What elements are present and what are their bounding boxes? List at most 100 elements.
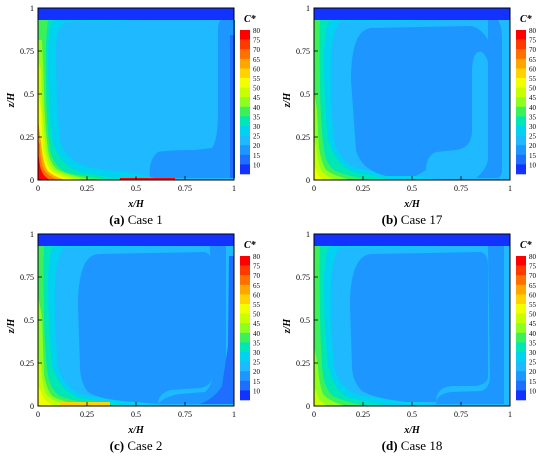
colorbar-swatch <box>240 135 250 146</box>
x-tick-label: 0.25 <box>80 410 94 419</box>
colorbar-swatch <box>240 390 250 401</box>
panel-d: 0 0.25 0.5 0.75 1 0 0.25 0.5 0.75 1 z/H x/H 80 75… <box>282 230 537 453</box>
x-tick-label: 0.25 <box>356 184 370 193</box>
colorbar-level-label: 30 <box>253 123 261 131</box>
colorbar-level-label: 65 <box>253 282 261 290</box>
colorbar-level-label: 60 <box>529 291 537 299</box>
colorbar-swatch <box>240 97 250 108</box>
colorbar-level-label: 25 <box>253 133 261 141</box>
colorbar-level-label: 75 <box>253 263 261 271</box>
colorbar-swatch <box>240 332 250 343</box>
colorbar-level-label: 30 <box>253 349 261 357</box>
colorbar-level-label: 15 <box>253 152 261 160</box>
x-axis-label: x/H <box>127 199 145 210</box>
colorbar-swatch <box>516 275 526 286</box>
colorbar-swatch <box>240 106 250 117</box>
colorbar-swatch <box>516 30 526 40</box>
colorbar-swatch <box>516 145 526 156</box>
colorbar-swatch <box>516 49 526 60</box>
colorbar-level-label: 45 <box>253 94 261 102</box>
x-axis-label: x/H <box>403 199 421 210</box>
colorbar-swatch <box>516 154 526 165</box>
y-tick-label: 0.5 <box>300 316 310 325</box>
colorbar-level-label: 60 <box>529 65 537 73</box>
y-tick-label: 0.75 <box>20 47 34 56</box>
colorbar-level-label: 60 <box>253 65 261 73</box>
panel-c: 0 0.25 0.5 0.75 1 0 0.25 0.5 0.75 1 z/H x/H 80 75… <box>6 230 261 453</box>
colorbar-swatch <box>516 68 526 79</box>
x-tick-label: 0.75 <box>454 410 468 419</box>
y-tick-label: 0 <box>30 402 34 411</box>
colorbar-level-label: 80 <box>529 27 537 35</box>
colorbar-level-label: 15 <box>253 378 261 386</box>
colorbar-level-label: 20 <box>529 142 537 150</box>
x-tick-label: 0 <box>36 184 40 193</box>
colorbar-level-label: 45 <box>253 320 261 328</box>
y-tick-label: 0 <box>306 176 310 185</box>
colorbar-title: C* <box>520 14 533 25</box>
colorbar-level-label: 40 <box>253 330 261 338</box>
colorbar-swatch <box>516 323 526 334</box>
y-tick-labels: 0 0.25 0.5 0.75 1 <box>296 230 318 411</box>
x-tick-label: 0.5 <box>131 184 141 193</box>
colorbar-level-label: 10 <box>529 161 537 169</box>
contour-field <box>38 8 235 180</box>
colorbar-swatch <box>516 135 526 146</box>
colorbar-level-label: 30 <box>529 123 537 131</box>
colorbar-swatch <box>240 275 250 286</box>
colorbar-title: C* <box>244 14 257 25</box>
x-tick-label: 0.25 <box>356 410 370 419</box>
y-tick-label: 0 <box>30 176 34 185</box>
y-tick-label: 1 <box>306 4 310 13</box>
x-axis-label: x/H <box>403 425 421 436</box>
colorbar-level-label: 30 <box>529 349 537 357</box>
y-tick-label: 0.75 <box>296 273 310 282</box>
colorbar-swatch <box>516 164 526 175</box>
colorbar-swatch <box>240 380 250 391</box>
colorbar-level-label: 65 <box>529 56 537 64</box>
colorbar-swatch <box>240 265 250 276</box>
x-tick-label: 0.25 <box>80 184 94 193</box>
colorbar-swatch <box>240 304 250 314</box>
colorbar-level-label: 20 <box>253 368 261 376</box>
x-tick-label: 0.75 <box>178 410 192 419</box>
x-tick-labels: 0 0.25 0.5 0.75 1 <box>312 402 512 419</box>
colorbar-level-label: 55 <box>529 75 537 83</box>
y-axis-label: z/H <box>282 318 293 335</box>
colorbar-swatch <box>240 342 250 353</box>
colorbar-swatch <box>516 87 526 98</box>
colorbar-swatch <box>240 39 250 50</box>
y-tick-label: 1 <box>30 230 34 239</box>
colorbar-swatch <box>240 164 250 175</box>
colorbar-swatch <box>240 294 250 305</box>
contour-field <box>38 234 234 406</box>
colorbar-swatch <box>516 313 526 324</box>
colorbar-title: C* <box>244 240 257 251</box>
x-tick-label: 1 <box>508 184 512 193</box>
x-tick-labels: 0 0.25 0.5 0.75 1 <box>36 402 236 419</box>
x-tick-labels: 0 0.25 0.5 0.75 1 <box>312 176 512 193</box>
colorbar-level-label: 35 <box>253 113 261 121</box>
colorbar-level-label: 15 <box>529 378 537 386</box>
colorbar-swatch <box>516 361 526 372</box>
colorbar-level-label: 25 <box>529 359 537 367</box>
x-tick-label: 1 <box>232 410 236 419</box>
y-tick-label: 1 <box>30 4 34 13</box>
colorbar-swatch <box>516 294 526 305</box>
colorbar-level-label: 35 <box>253 339 261 347</box>
colorbar-swatch <box>516 78 526 88</box>
colorbar-swatch <box>240 154 250 165</box>
colorbar-level-label: 75 <box>529 263 537 271</box>
colorbar-level-label: 50 <box>529 311 537 319</box>
x-tick-label: 0 <box>312 410 316 419</box>
colorbar-level-label: 70 <box>529 46 537 54</box>
colorbar-swatch <box>516 265 526 276</box>
x-tick-label: 1 <box>508 410 512 419</box>
y-tick-label: 0.25 <box>20 133 34 142</box>
colorbar-level-label: 20 <box>253 142 261 150</box>
colorbar-level-label: 50 <box>253 85 261 93</box>
colorbar-level-label: 20 <box>529 368 537 376</box>
